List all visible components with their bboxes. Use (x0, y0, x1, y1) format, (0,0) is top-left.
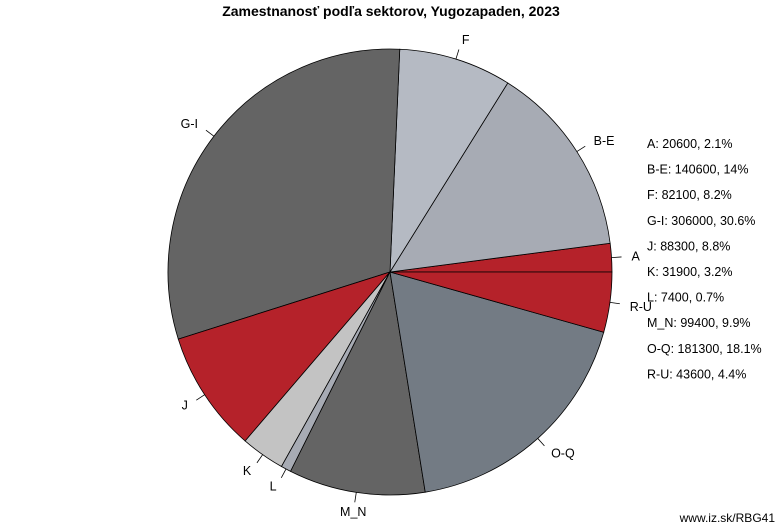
pie-slice-g-i (167, 48, 401, 340)
pie-slice-j (177, 271, 392, 442)
label-tick (576, 145, 586, 152)
label-tick (354, 492, 357, 503)
legend-item: F: 82100, 8.2% (647, 188, 732, 202)
legend-item: M_N: 99400, 9.9% (647, 316, 751, 330)
legend-item: R-U: 43600, 4.4% (647, 367, 746, 381)
legend-item: L: 7400, 0.7% (647, 291, 724, 305)
legend-item: B-E: 140600, 14% (647, 163, 748, 177)
slice-label: A (631, 249, 640, 263)
legend-item: A: 20600, 2.1% (647, 137, 732, 151)
legend-item: J: 88300, 8.8% (647, 239, 730, 253)
legend-item: G-I: 306000, 30.6% (647, 214, 755, 228)
label-tick (196, 394, 205, 401)
label-tick (611, 256, 622, 258)
slice-label: F (462, 33, 470, 47)
slice-label: R-U (630, 300, 652, 314)
pie-slice-r-u (389, 271, 613, 333)
pie-slice-f (389, 48, 509, 274)
slice-label: G-I (181, 117, 198, 131)
slice-label: K (243, 464, 252, 478)
pie-slices (167, 48, 613, 496)
label-tick (609, 302, 620, 305)
legend: A: 20600, 2.1% B-E: 140600, 14% F: 82100, … (647, 137, 762, 381)
legend-item: O-Q: 181300, 18.1% (647, 342, 762, 356)
slice-label: M_N (340, 505, 366, 519)
chart-title: Zamestnanosť podľa sektorov, Yugozapaden… (222, 3, 560, 19)
label-tick (455, 49, 460, 60)
source-label: www.iz.sk/RBG41 (679, 511, 776, 525)
label-tick (256, 454, 263, 464)
slice-label: L (270, 480, 277, 494)
slice-labels: A B-E F G-I J K L M_N O-Q R-U (181, 33, 652, 519)
pie-slice-o-q (389, 271, 605, 493)
slice-label: O-Q (551, 446, 575, 460)
label-tick (280, 468, 287, 479)
slice-label: B-E (594, 134, 615, 148)
slice-label: J (182, 399, 188, 413)
legend-item: K: 31900, 3.2% (647, 265, 732, 279)
label-tick (537, 438, 545, 447)
label-tick (205, 129, 215, 137)
